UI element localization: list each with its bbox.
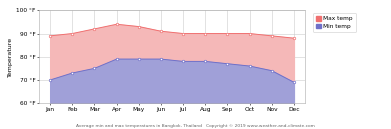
Legend: Max temp, Min temp: Max temp, Min temp [313,13,356,32]
Text: Average min and max temperatures in Bangkok, Thailand   Copyright © 2019 www.wea: Average min and max temperatures in Bang… [76,124,315,128]
Y-axis label: Temperature: Temperature [9,37,13,77]
